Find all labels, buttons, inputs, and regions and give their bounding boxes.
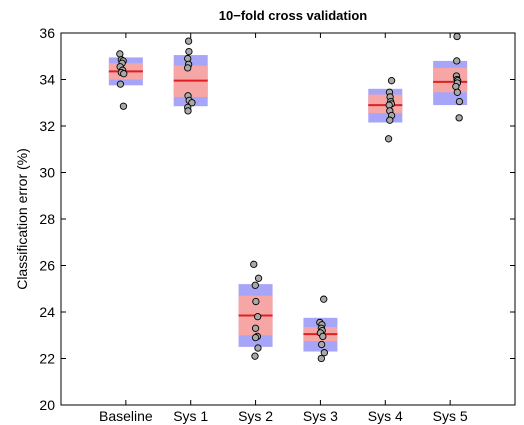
x-tick-label-sys-2: Sys 2: [238, 408, 273, 424]
ci-band-sys-4: [368, 94, 403, 114]
data-point-sys-2-6: [251, 324, 260, 332]
x-tick-label-sys-3: Sys 3: [303, 408, 338, 424]
data-point-sys-2-9: [254, 344, 262, 352]
data-point-sys-1-8: [188, 99, 196, 107]
data-point-sys-1-3: [184, 54, 192, 63]
series-sys-3: [303, 295, 338, 363]
x-tick-label-baseline: Baseline: [99, 408, 153, 424]
data-point-sys-1-10: [184, 107, 192, 115]
data-point-sys-1-5: [184, 64, 192, 72]
y-tick-label-34: 34: [39, 72, 55, 88]
data-point-baseline-8: [120, 70, 128, 78]
x-tick-label-sys-1: Sys 1: [173, 408, 208, 424]
data-point-sys-4-10: [384, 135, 393, 143]
plot-area: 20 22 24 26 28 30 32 34 36 Baseline Sys 1 Sys 2 Sys …: [39, 25, 516, 424]
data-point-sys-3-8: [317, 340, 326, 349]
data-point-sys-2-2: [254, 274, 263, 282]
data-point-sys-5-1: [453, 32, 461, 41]
y-tick-label-26: 26: [39, 258, 55, 274]
chart-title: 10−fold cross validation: [219, 8, 368, 23]
y-tick-label-22: 22: [39, 351, 55, 367]
data-point-baseline-9: [116, 80, 125, 88]
data-point-sys-2-3: [251, 281, 259, 289]
x-tick-label-sys-4: Sys 4: [368, 408, 403, 424]
series-baseline: [108, 50, 143, 110]
data-point-sys-5-2: [453, 57, 461, 65]
y-tick-label-28: 28: [39, 211, 55, 227]
data-point-sys-5-9: [455, 97, 464, 106]
data-point-sys-4-1: [387, 77, 396, 85]
series-sys-2: [238, 260, 273, 360]
data-point-sys-4-9: [386, 116, 394, 124]
y-tick-label-30: 30: [39, 165, 55, 181]
data-point-sys-3-7: [319, 332, 327, 341]
data-point-sys-3-10: [317, 354, 325, 363]
data-point-sys-2-10: [251, 352, 259, 360]
series-sys-4: [368, 77, 403, 143]
x-tick-label-sys-5: Sys 5: [433, 408, 468, 424]
data-point-sys-2-1: [250, 260, 258, 268]
data-point-baseline-10: [119, 102, 128, 110]
data-point-sys-2-8: [251, 333, 260, 342]
data-point-sys-5-8: [453, 88, 461, 96]
series-sys-5: [433, 32, 468, 122]
y-tick-label-36: 36: [39, 25, 55, 41]
data-point-sys-3-1: [320, 295, 328, 303]
data-point-sys-2-4: [252, 297, 260, 306]
y-tick-label-32: 32: [39, 118, 55, 134]
data-point-sys-3-9: [320, 349, 328, 357]
y-tick-label-24: 24: [39, 304, 55, 320]
y-tick-label-20: 20: [39, 397, 55, 413]
ci-band-sys-5: [433, 67, 468, 93]
series-sys-1: [173, 37, 208, 115]
y-axis-label: Classification error (%): [14, 148, 30, 290]
data-point-sys-5-10: [455, 114, 463, 122]
data-point-sys-1-2: [185, 47, 193, 56]
data-point-sys-1-1: [184, 37, 193, 45]
data-point-sys-2-5: [254, 312, 262, 321]
